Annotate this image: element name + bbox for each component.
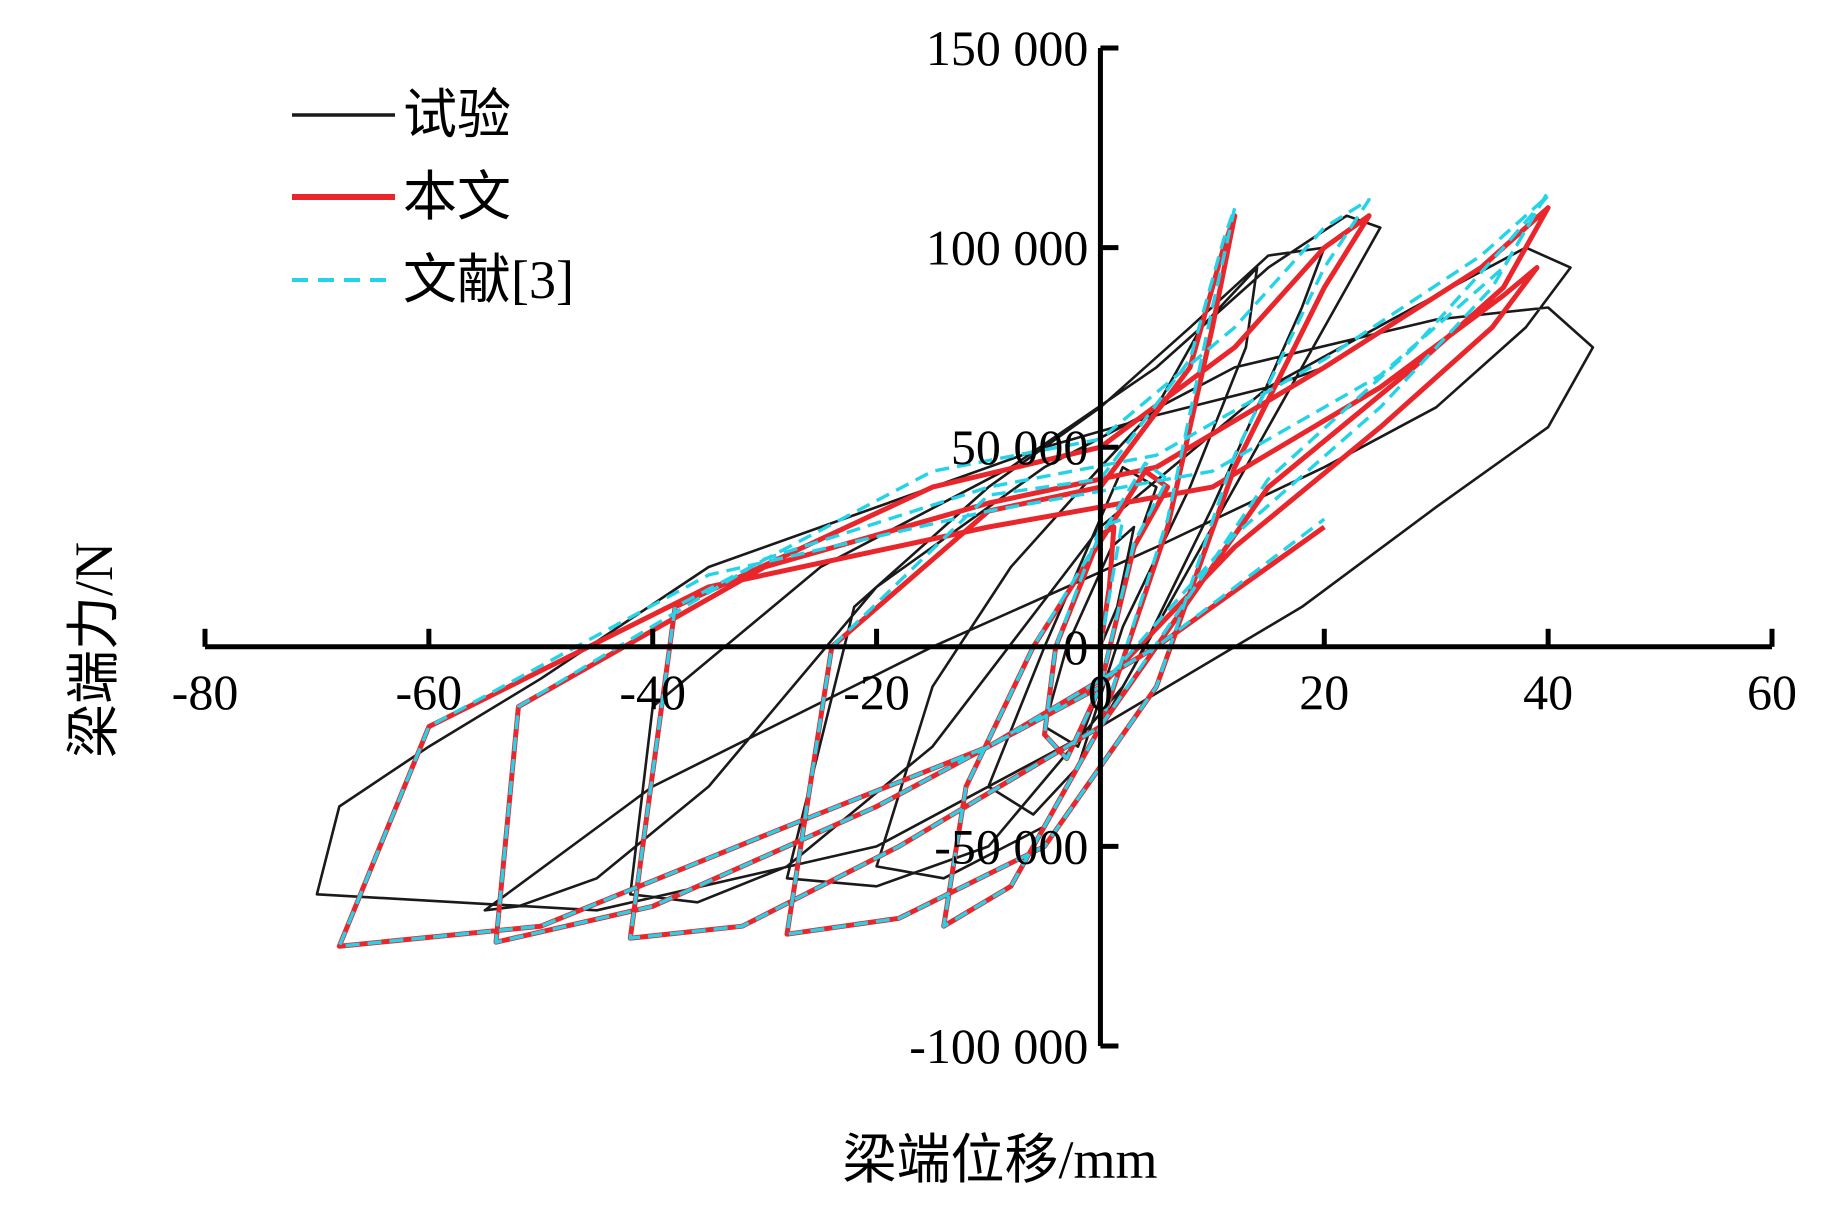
legend-label-this-paper: 本文: [403, 167, 511, 227]
legend: 试验 本文 文献[3]: [292, 85, 574, 310]
y-ticks: -100 000 -50 000 0 50 000 100 000 150 000: [909, 20, 1119, 1074]
y-tick-label: 100 000: [926, 220, 1089, 276]
legend-label-test: 试验: [403, 85, 511, 145]
x-tick-label: -40: [619, 664, 686, 720]
legend-label-ref3: 文献[3]: [403, 250, 574, 310]
x-tick-label: 20: [1299, 664, 1349, 720]
axes: [205, 48, 1772, 1046]
x-axis-title: 梁端位移/mm: [842, 1130, 1157, 1190]
y-tick-label: 50 000: [951, 419, 1089, 475]
x-tick-label: -60: [396, 664, 463, 720]
series-line-ref3: [337, 189, 1550, 948]
y-tick-label: -100 000: [909, 1018, 1088, 1074]
x-tick-label: -20: [843, 664, 910, 720]
x-ticks: -80 -60 -40 -20 0 20 40 60: [172, 628, 1797, 720]
y-tick-label: 150 000: [926, 20, 1089, 76]
x-tick-label: 60: [1747, 664, 1797, 720]
y-tick-label: -50 000: [934, 818, 1088, 874]
x-tick-label: 40: [1523, 664, 1573, 720]
y-tick-label: 0: [1063, 619, 1088, 675]
x-tick-label: 0: [1088, 664, 1113, 720]
y-axis-title: 梁端力/N: [64, 542, 124, 758]
series-curves: [315, 189, 1595, 949]
x-tick-label: -80: [172, 664, 239, 720]
